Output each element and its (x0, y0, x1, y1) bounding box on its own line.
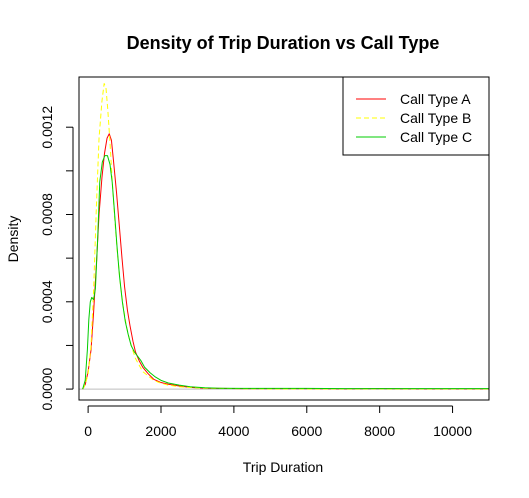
legend-box (342, 76, 490, 156)
legend-label-call-type-b: Call Type B (400, 110, 471, 126)
legend: Call Type A Call Type B Call Type C (342, 76, 490, 156)
plot-frame (78, 76, 490, 401)
x-tick-label: 0 (84, 423, 92, 439)
x-tick-label: 2000 (145, 423, 176, 439)
series-line-call-type-a (82, 133, 489, 390)
series-layer (82, 83, 489, 390)
y-tick-label: 0.0000 (39, 367, 55, 410)
legend-label-call-type-a: Call Type A (400, 91, 471, 107)
x-tick-label: 6000 (291, 423, 322, 439)
y-tick-label: 0.0008 (39, 193, 55, 236)
x-axis: 0 2000 4000 6000 8000 10000 (84, 405, 472, 439)
y-tick-label: 0.0012 (39, 106, 55, 149)
y-tick-label: 0.0004 (39, 280, 55, 323)
chart-title: Density of Trip Duration vs Call Type (127, 33, 440, 53)
x-tick-label: 4000 (218, 423, 249, 439)
legend-label-call-type-c: Call Type C (400, 129, 472, 145)
x-axis-label: Trip Duration (243, 459, 323, 475)
x-tick-label: 10000 (433, 423, 472, 439)
y-axis-label: Density (5, 216, 21, 263)
series-line-call-type-c (82, 155, 489, 390)
x-tick-label: 8000 (364, 423, 395, 439)
y-axis: 0.0000 0.0004 0.0008 0.0012 (39, 106, 74, 411)
